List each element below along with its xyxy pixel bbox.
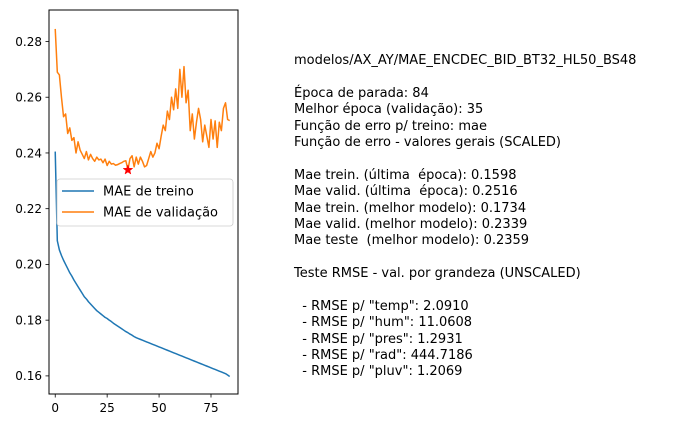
y-tick-label: 0.22 bbox=[15, 202, 42, 216]
info-line: Mae valid. (última época): 0.2516 bbox=[294, 184, 518, 200]
series-line-validation bbox=[54, 28, 231, 171]
y-tick: 0.16 bbox=[15, 369, 49, 383]
info-line: Mae trein. (melhor modelo): 0.1734 bbox=[294, 200, 527, 216]
y-tick-label: 0.18 bbox=[15, 313, 42, 327]
info-line: Época de parada: 84 bbox=[294, 85, 429, 101]
y-tick-label: 0.24 bbox=[15, 146, 42, 160]
info-panel: modelos/AX_AY/MAE_ENCDEC_BID_BT32_HL50_B… bbox=[294, 53, 636, 381]
info-line bbox=[294, 69, 636, 85]
info-line: - RMSE p/ "temp": 2.0910 bbox=[294, 298, 469, 314]
info-line: Função de erro - valores gerais (SCALED) bbox=[294, 134, 562, 150]
x-tick: 25 bbox=[100, 394, 115, 415]
info-line: Mae trein. (última época): 0.1598 bbox=[294, 167, 517, 183]
y-tick: 0.22 bbox=[15, 202, 49, 216]
info-line: Mae valid. (melhor modelo): 0.2339 bbox=[294, 216, 528, 232]
x-axis: 0 25 50 75 bbox=[51, 394, 219, 415]
plot-frame bbox=[48, 9, 239, 395]
y-tick-label: 0.16 bbox=[15, 369, 42, 383]
x-tick-label: 50 bbox=[151, 401, 166, 415]
x-tick: 75 bbox=[203, 394, 219, 415]
y-tick-label: 0.26 bbox=[15, 91, 42, 105]
y-tick: 0.28 bbox=[15, 35, 49, 49]
series-line-training bbox=[54, 151, 231, 378]
x-tick-label: 75 bbox=[203, 401, 218, 415]
info-line bbox=[294, 250, 636, 266]
y-tick: 0.18 bbox=[15, 313, 49, 327]
x-tick-label: 25 bbox=[100, 401, 115, 415]
info-line: - RMSE p/ "hum": 11.0608 bbox=[294, 315, 473, 331]
y-axis: 0.16 0.18 0.20 0.22 0.24 0.26 0.28 bbox=[15, 35, 49, 383]
training-chart: 0 25 50 75 0.16 0.18 0.20 0.22 0.24 0.26 0.28 MAE… bbox=[15, 9, 239, 415]
y-tick-label: 0.20 bbox=[15, 258, 42, 272]
legend-label: MAE de treino bbox=[103, 185, 194, 200]
x-tick: 50 bbox=[151, 394, 167, 415]
plot-lines bbox=[54, 28, 231, 378]
info-line: Mae teste (melhor modelo): 0.2359 bbox=[294, 233, 530, 249]
info-line: Teste RMSE - val. por grandeza (UNSCALED… bbox=[294, 266, 581, 282]
info-line bbox=[294, 282, 636, 298]
info-line: - RMSE p/ "pluv": 1.2069 bbox=[294, 364, 463, 380]
info-line: - RMSE p/ "pres": 1.2931 bbox=[294, 331, 463, 347]
y-tick: 0.26 bbox=[15, 91, 49, 105]
legend-label: MAE de validação bbox=[103, 206, 218, 221]
info-line: Função de erro p/ treino: mae bbox=[294, 118, 487, 134]
y-tick: 0.20 bbox=[15, 258, 49, 272]
info-line: Melhor época (validação): 35 bbox=[294, 102, 484, 118]
info-line: modelos/AX_AY/MAE_ENCDEC_BID_BT32_HL50_B… bbox=[294, 53, 637, 68]
legend-box bbox=[56, 178, 234, 227]
info-line: - RMSE p/ "rad": 444.7186 bbox=[294, 348, 473, 364]
legend: MAE de treino MAE de validação bbox=[56, 178, 234, 227]
x-tick: 0 bbox=[51, 394, 59, 415]
best-epoch-marker-group bbox=[122, 164, 134, 175]
x-tick-label: 0 bbox=[51, 401, 59, 415]
y-tick: 0.24 bbox=[15, 146, 49, 160]
best-epoch-star-marker bbox=[122, 164, 134, 175]
info-line bbox=[294, 151, 636, 167]
y-tick-label: 0.28 bbox=[15, 35, 42, 49]
